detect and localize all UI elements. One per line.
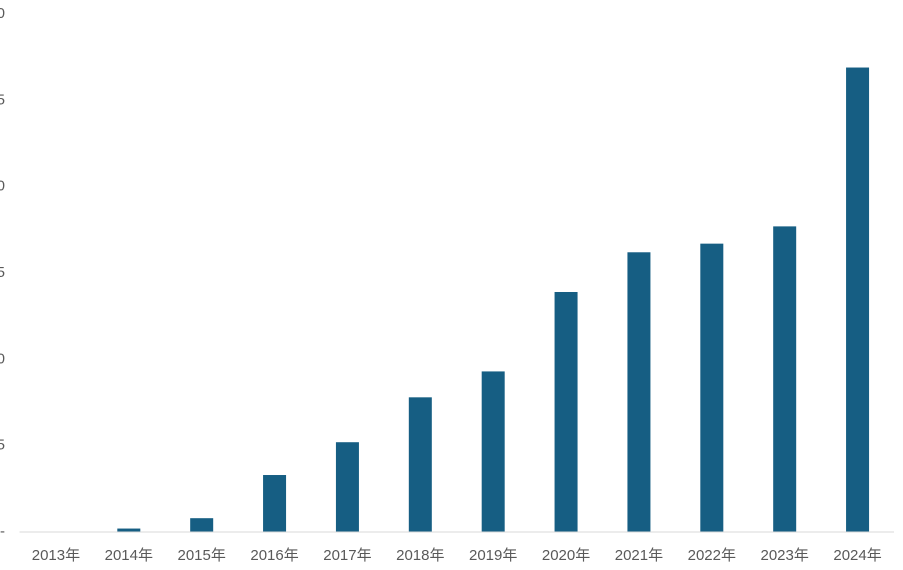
x-tick-label: 2022年 [688,547,736,564]
bar [263,475,287,532]
x-tick-label: 2024年 [833,547,881,564]
x-tick-label: 2015年 [178,547,226,564]
bar [846,67,870,532]
bar [554,291,578,532]
bar [700,243,724,532]
y-tick-label: - [0,523,5,540]
bar [627,252,651,532]
x-tick-label: 2014年 [105,547,153,564]
x-tick-label: 2023年 [761,547,809,564]
x-tick-label: 2020年 [542,547,590,564]
y-tick-label: 30 [0,5,5,22]
x-tick-label: 2021年 [615,547,663,564]
y-tick-label: 5 [0,437,5,454]
bar [335,442,359,532]
x-tick-label: 2013年 [32,547,80,564]
y-tick-label: 25 [0,91,5,108]
bar [773,226,797,532]
x-tick-label: 2016年 [250,547,298,564]
bar [408,397,432,532]
y-tick-label: 20 [0,178,5,195]
x-tick-label: 2017年 [323,547,371,564]
x-tick-label: 2018年 [396,547,444,564]
bar [190,518,214,532]
bar [117,528,141,532]
y-tick-label: 10 [0,350,5,367]
bar [481,371,505,532]
x-tick-label: 2019年 [469,547,517,564]
y-tick-label: 15 [0,264,5,281]
